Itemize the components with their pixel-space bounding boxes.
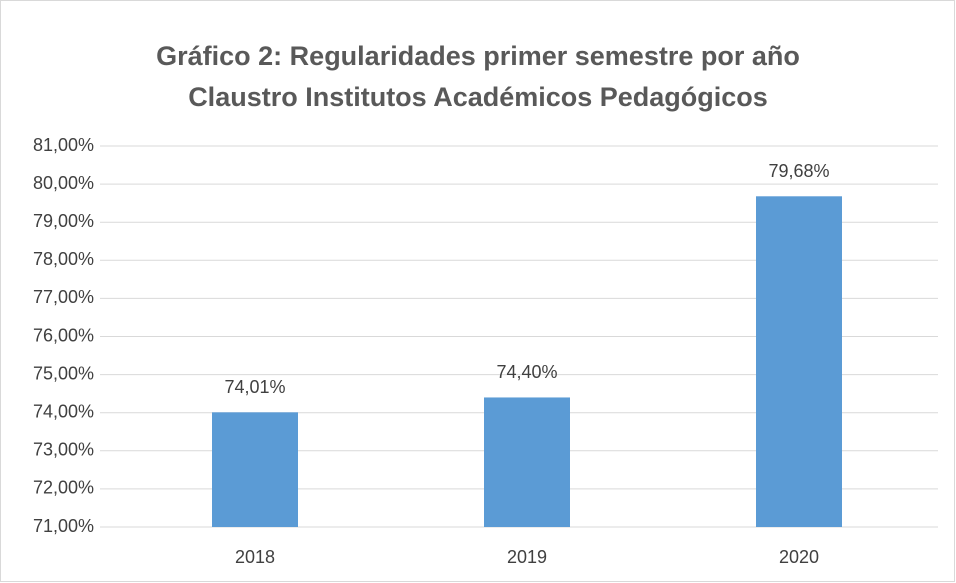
- x-tick-label: 2020: [779, 547, 819, 567]
- y-tick-label: 76,00%: [33, 325, 94, 345]
- chart-title: Claustro Institutos Académicos Pedagógic…: [188, 82, 768, 112]
- data-label: 74,40%: [496, 362, 557, 382]
- y-tick-label: 71,00%: [33, 516, 94, 536]
- data-label: 79,68%: [768, 161, 829, 181]
- y-tick-label: 74,00%: [33, 401, 94, 421]
- y-tick-label: 72,00%: [33, 478, 94, 498]
- y-tick-label: 79,00%: [33, 211, 94, 231]
- chart-title: Gráfico 2: Regularidades primer semestre…: [156, 41, 800, 71]
- y-tick-label: 77,00%: [33, 287, 94, 307]
- bar: [484, 397, 570, 527]
- bar: [212, 412, 298, 527]
- bar: [756, 196, 842, 528]
- y-tick-label: 81,00%: [33, 135, 94, 155]
- y-tick-label: 80,00%: [33, 173, 94, 193]
- y-tick-label: 78,00%: [33, 249, 94, 269]
- data-label: 74,01%: [224, 377, 285, 397]
- x-tick-label: 2019: [507, 547, 547, 567]
- x-tick-label: 2018: [235, 547, 275, 567]
- y-tick-label: 75,00%: [33, 363, 94, 383]
- y-tick-label: 73,00%: [33, 440, 94, 460]
